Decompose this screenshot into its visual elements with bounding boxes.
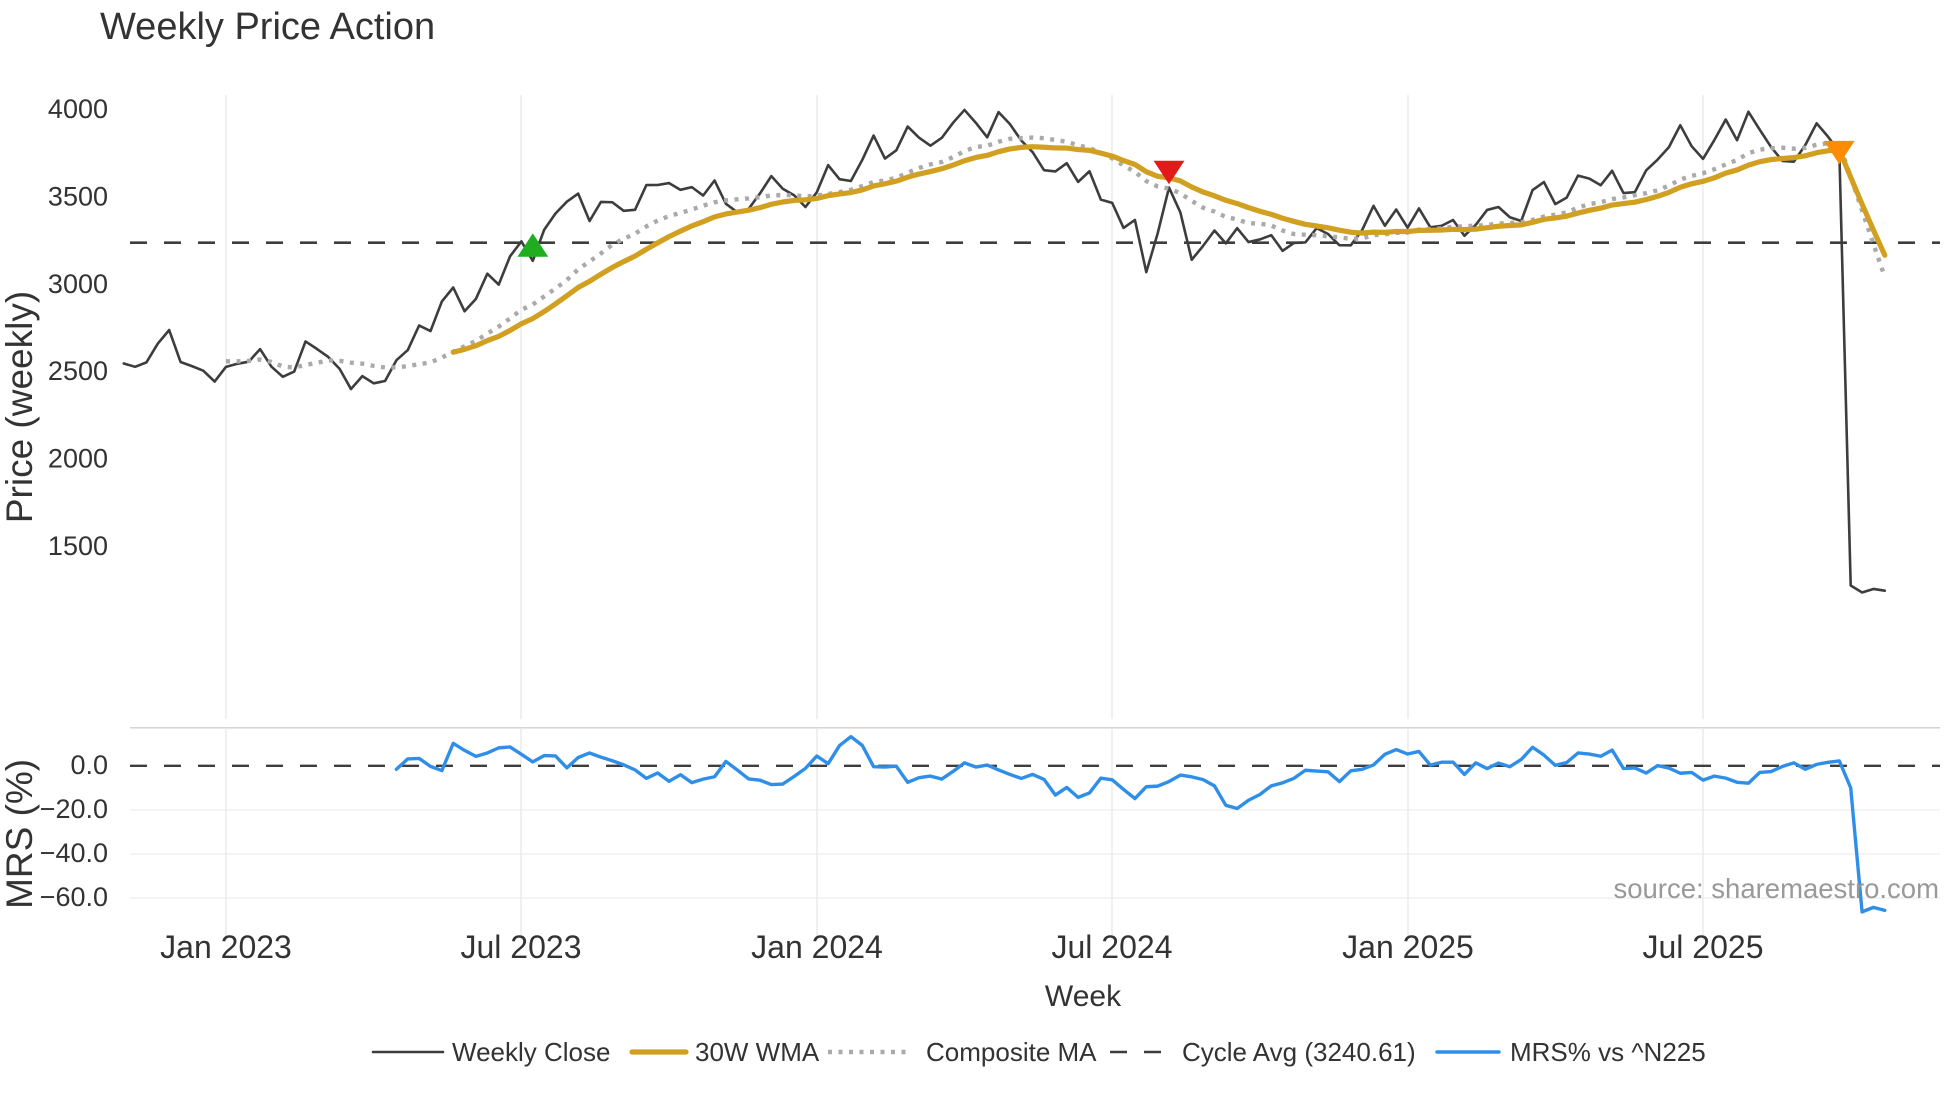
- svg-text:0.0: 0.0: [70, 750, 108, 780]
- svg-text:Jan 2025: Jan 2025: [1342, 929, 1474, 965]
- svg-text:Jul 2025: Jul 2025: [1643, 929, 1764, 965]
- svg-text:3000: 3000: [48, 269, 108, 299]
- svg-text:Weekly Price Action: Weekly Price Action: [100, 6, 435, 48]
- svg-text:2000: 2000: [48, 444, 108, 474]
- svg-text:MRS% vs ^N225: MRS% vs ^N225: [1510, 1037, 1706, 1067]
- svg-text:−20.0: −20.0: [40, 794, 108, 824]
- svg-text:Weekly Close: Weekly Close: [452, 1037, 610, 1067]
- svg-text:Composite MA: Composite MA: [926, 1037, 1097, 1067]
- svg-text:Cycle Avg (3240.61): Cycle Avg (3240.61): [1182, 1037, 1416, 1067]
- svg-text:30W WMA: 30W WMA: [695, 1037, 820, 1067]
- svg-text:Price (weekly): Price (weekly): [0, 291, 40, 523]
- svg-text:2500: 2500: [48, 356, 108, 386]
- svg-text:Jul 2023: Jul 2023: [461, 929, 582, 965]
- svg-text:3500: 3500: [48, 181, 108, 211]
- svg-text:MRS (%): MRS (%): [0, 759, 40, 909]
- svg-text:4000: 4000: [48, 94, 108, 124]
- svg-text:Jan 2023: Jan 2023: [160, 929, 292, 965]
- svg-text:Jan 2024: Jan 2024: [751, 929, 883, 965]
- svg-text:1500: 1500: [48, 531, 108, 561]
- svg-text:−60.0: −60.0: [40, 882, 108, 912]
- svg-text:source: sharemaestro.com: source: sharemaestro.com: [1613, 873, 1939, 904]
- svg-text:Week: Week: [1045, 980, 1122, 1013]
- svg-text:−40.0: −40.0: [40, 838, 108, 868]
- svg-text:Jul 2024: Jul 2024: [1052, 929, 1173, 965]
